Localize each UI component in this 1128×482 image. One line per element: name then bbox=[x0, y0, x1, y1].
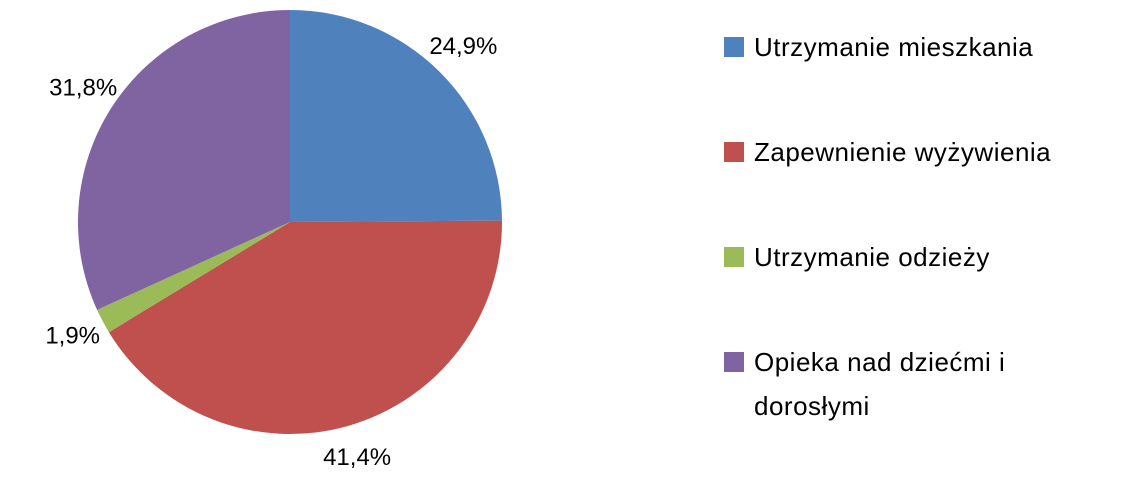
data-label: 41,4% bbox=[323, 444, 391, 471]
data-label: 31,8% bbox=[49, 74, 117, 101]
pie-slice bbox=[77, 10, 290, 310]
legend-swatch bbox=[724, 247, 744, 267]
data-label: 24,9% bbox=[429, 33, 497, 60]
legend-label: Opieka nad dziećmi i dorosłymi bbox=[754, 347, 1006, 421]
legend-label: Utrzymanie mieszkania bbox=[754, 32, 1034, 62]
legend-item: Utrzymanie odzieży bbox=[724, 235, 1104, 340]
legend-label: Zapewnienie wyżywienia bbox=[754, 137, 1052, 167]
legend-swatch bbox=[724, 142, 744, 162]
pie-slice bbox=[97, 222, 291, 333]
legend-item: Zapewnienie wyżywienia bbox=[724, 130, 1104, 235]
legend-swatch bbox=[724, 37, 744, 57]
legend-item: Opieka nad dziećmi i dorosłymi bbox=[724, 340, 1104, 445]
legend: Utrzymanie mieszkania Zapewnienie wyżywie… bbox=[724, 25, 1104, 445]
pie-slice bbox=[108, 220, 502, 435]
legend-item: Utrzymanie mieszkania bbox=[724, 25, 1104, 130]
legend-label: Utrzymanie odzieży bbox=[754, 242, 990, 272]
data-label: 1,9% bbox=[45, 322, 100, 349]
legend-swatch bbox=[724, 352, 744, 372]
pie-slice bbox=[290, 10, 502, 222]
